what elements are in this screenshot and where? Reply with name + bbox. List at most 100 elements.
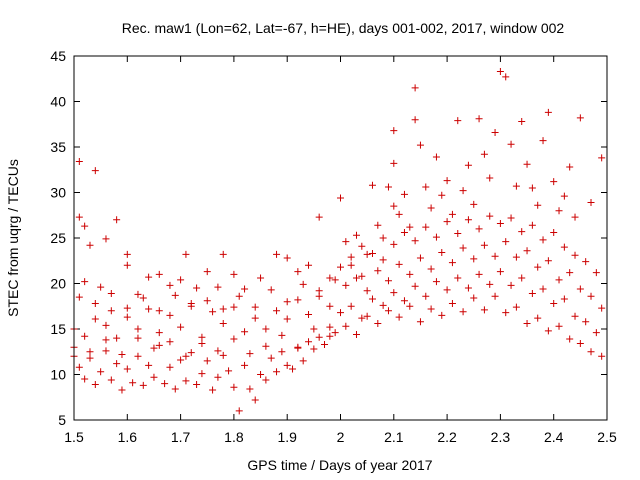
data-point bbox=[75, 213, 83, 221]
data-point bbox=[107, 307, 115, 315]
data-point bbox=[235, 407, 243, 415]
data-point bbox=[294, 343, 302, 351]
data-point bbox=[230, 270, 238, 278]
y-tick-label: 10 bbox=[50, 367, 66, 383]
data-point bbox=[150, 344, 158, 352]
data-point bbox=[550, 300, 558, 308]
data-point bbox=[305, 310, 313, 318]
data-point bbox=[352, 231, 360, 239]
data-point bbox=[411, 237, 419, 245]
data-point bbox=[262, 376, 270, 384]
data-point bbox=[544, 327, 552, 335]
data-point bbox=[251, 314, 259, 322]
data-point bbox=[539, 137, 547, 145]
data-point bbox=[427, 204, 435, 212]
data-point bbox=[262, 342, 270, 350]
data-point bbox=[384, 307, 392, 315]
data-point bbox=[230, 383, 238, 391]
x-tick-label: 2.1 bbox=[384, 429, 404, 445]
data-point bbox=[182, 250, 190, 258]
data-point bbox=[454, 117, 462, 125]
data-point bbox=[241, 328, 249, 336]
data-point bbox=[374, 320, 382, 328]
data-point bbox=[289, 365, 297, 373]
data-point bbox=[123, 365, 131, 373]
data-point bbox=[203, 268, 211, 276]
data-point bbox=[422, 223, 430, 231]
data-point bbox=[363, 312, 371, 320]
data-point bbox=[203, 357, 211, 365]
data-point bbox=[400, 297, 408, 305]
data-point bbox=[438, 191, 446, 199]
data-point bbox=[305, 338, 313, 346]
data-point bbox=[315, 292, 323, 300]
data-point bbox=[475, 115, 483, 123]
data-point bbox=[326, 302, 334, 310]
data-point bbox=[219, 351, 227, 359]
x-tick-label: 2.2 bbox=[437, 429, 457, 445]
data-point bbox=[251, 303, 259, 311]
data-point bbox=[246, 385, 254, 393]
data-point bbox=[454, 274, 462, 282]
data-point bbox=[491, 292, 499, 300]
data-point bbox=[235, 292, 243, 300]
data-point bbox=[587, 199, 595, 207]
data-point bbox=[102, 347, 110, 355]
data-point bbox=[512, 253, 520, 261]
data-point bbox=[198, 370, 206, 378]
data-point bbox=[283, 315, 291, 323]
data-point bbox=[177, 356, 185, 364]
y-tick-label: 45 bbox=[50, 48, 66, 64]
data-point bbox=[91, 315, 99, 323]
x-tick-label: 1.7 bbox=[171, 429, 191, 445]
data-point bbox=[507, 214, 515, 222]
data-point bbox=[214, 373, 222, 381]
data-point bbox=[454, 229, 462, 237]
data-point bbox=[342, 238, 350, 246]
data-point bbox=[395, 210, 403, 218]
data-point bbox=[518, 274, 526, 282]
data-point bbox=[81, 375, 89, 383]
data-point bbox=[225, 367, 233, 375]
data-point bbox=[166, 338, 174, 346]
data-point bbox=[193, 284, 201, 292]
data-point bbox=[214, 283, 222, 291]
data-point bbox=[470, 200, 478, 208]
data-point bbox=[97, 368, 105, 376]
x-tick-label: 1.9 bbox=[277, 429, 297, 445]
data-point bbox=[507, 281, 515, 289]
x-axis-label: GPS time / Days of year 2017 bbox=[247, 457, 432, 473]
data-point bbox=[262, 325, 270, 333]
data-point bbox=[427, 305, 435, 313]
data-point bbox=[539, 236, 547, 244]
data-point bbox=[214, 347, 222, 355]
data-point bbox=[566, 335, 574, 343]
data-point bbox=[86, 348, 94, 356]
data-point bbox=[518, 228, 526, 236]
data-point bbox=[182, 377, 190, 385]
data-point bbox=[411, 116, 419, 124]
data-point bbox=[102, 235, 110, 243]
data-point bbox=[107, 290, 115, 298]
data-point bbox=[91, 381, 99, 389]
data-point bbox=[592, 329, 600, 337]
data-point bbox=[406, 270, 414, 278]
data-point bbox=[81, 278, 89, 286]
data-point bbox=[416, 141, 424, 149]
data-point bbox=[379, 234, 387, 242]
data-point bbox=[315, 213, 323, 221]
data-point bbox=[123, 250, 131, 258]
data-point bbox=[145, 273, 153, 281]
data-point bbox=[81, 332, 89, 340]
y-tick-label: 5 bbox=[58, 412, 66, 428]
data-point bbox=[86, 354, 94, 362]
data-point bbox=[241, 285, 249, 293]
data-point bbox=[432, 233, 440, 241]
data-point bbox=[123, 304, 131, 312]
data-point bbox=[102, 336, 110, 344]
data-point bbox=[358, 272, 366, 280]
data-point bbox=[251, 396, 259, 404]
data-point bbox=[475, 270, 483, 278]
data-point bbox=[278, 348, 286, 356]
data-point bbox=[576, 340, 584, 348]
